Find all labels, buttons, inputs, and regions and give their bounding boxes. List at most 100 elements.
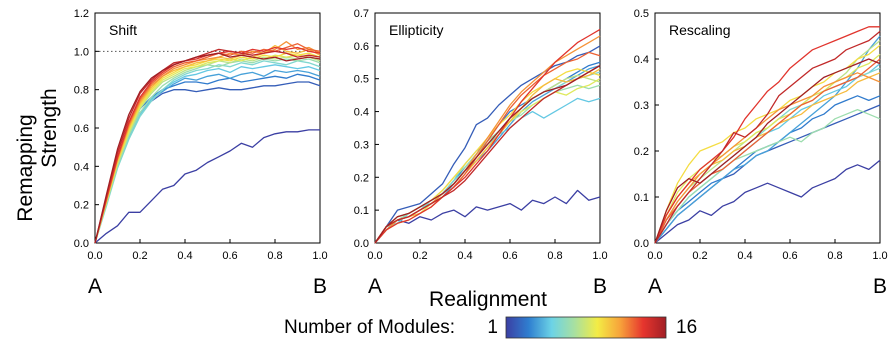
y-tick-label: 0.2: [354, 172, 369, 184]
series-line-modules-11: [374, 68, 601, 244]
start-label: A: [648, 275, 662, 298]
series-line-modules-9: [374, 78, 601, 244]
series-line-modules-10: [654, 44, 881, 244]
series-line-modules-12: [94, 41, 321, 244]
series-line-modules-3: [94, 73, 321, 244]
y-tick-label: 0.5: [634, 8, 649, 20]
series-line-modules-12: [374, 35, 601, 244]
panel-title: Rescaling: [669, 22, 730, 38]
x-tick-label: 0.0: [87, 250, 102, 262]
x-tick-label: 0.2: [132, 250, 147, 262]
series-line-modules-5: [374, 97, 601, 244]
y-axis-label-line1: Remapping: [14, 114, 37, 221]
series-line-modules-9: [94, 54, 321, 244]
x-tick-label: 0.4: [177, 250, 192, 262]
end-label: B: [313, 275, 327, 298]
x-tick-label: 0.0: [367, 250, 382, 262]
series-line-modules-16: [654, 58, 881, 244]
series-line-modules-8: [94, 56, 321, 244]
x-tick-label: 0.4: [737, 250, 752, 262]
series-line-modules-8: [374, 74, 601, 244]
x-tick-label: 0.8: [267, 250, 282, 262]
y-tick-label: 0.3: [354, 139, 369, 151]
series-line-modules-6: [654, 67, 881, 244]
colorbar-min-label: 1: [487, 317, 498, 338]
series-line-modules-1: [374, 189, 601, 244]
x-tick-label: 0.8: [827, 250, 842, 262]
end-label: B: [593, 275, 607, 298]
series-line-modules-16: [94, 52, 321, 244]
x-tick-label: 0.4: [457, 250, 472, 262]
colorbar-label: Number of Modules:: [284, 317, 455, 338]
x-tick-label: 0.0: [647, 250, 662, 262]
y-tick-label: 0.1: [634, 192, 649, 204]
y-tick-label: 0.0: [74, 238, 89, 250]
series-line-modules-15: [94, 48, 321, 244]
chart-panels: 0.0 0.2 0.4 0.6 0.8 1.0 1.2 0.0 0.2 0.4 0.6 0.8 1.0 S…: [74, 8, 888, 298]
series-line-modules-4: [654, 35, 881, 244]
x-tick-label: 0.2: [692, 250, 707, 262]
series-line-modules-13: [654, 58, 881, 244]
series-line-modules-12: [654, 72, 881, 244]
y-tick-label: 0.8: [74, 85, 89, 97]
x-tick-label: 0.6: [222, 250, 237, 262]
x-tick-label: 1.0: [312, 250, 327, 262]
x-tick-label: 0.8: [547, 250, 562, 262]
series-line-modules-14: [654, 26, 880, 244]
x-tick-label: 0.6: [502, 250, 517, 262]
series-line-modules-1: [94, 129, 320, 244]
series-line-modules-7: [94, 58, 321, 244]
y-axis-label-line2: Strength: [38, 88, 61, 167]
colorbar: Number of Modules: 1 16: [284, 316, 697, 339]
panel-ellipticity: 0.0 0.1 0.2 0.3 0.4 0.5 0.6 0.7 0.0 0.2 0.4 0.6 0.8 1…: [354, 8, 608, 298]
series-line-modules-10: [94, 52, 321, 244]
plot-frame: [374, 12, 601, 244]
series-line-modules-11: [654, 72, 881, 244]
plot-frame: [654, 12, 881, 244]
series-line-modules-15: [654, 30, 881, 244]
series-line-modules-4: [94, 69, 321, 244]
x-tick-label: 1.0: [872, 250, 887, 262]
end-label: B: [873, 275, 887, 298]
panel-title: Shift: [109, 22, 137, 38]
colorbar-max-label: 16: [676, 317, 697, 338]
series-line-modules-16: [374, 65, 601, 244]
x-tick-label: 0.6: [782, 250, 797, 262]
colorbar-gradient: [505, 316, 667, 339]
series-line-modules-2: [374, 45, 601, 244]
x-axis-label: Realignment: [429, 288, 547, 311]
y-tick-label: 1.0: [74, 46, 89, 58]
y-tick-label: 0.6: [354, 41, 369, 53]
panel-shift: 0.0 0.2 0.4 0.6 0.8 1.0 1.2 0.0 0.2 0.4 0.6 0.8 1.0 S…: [74, 8, 328, 298]
y-tick-label: 0.2: [74, 200, 89, 212]
y-tick-label: 0.7: [354, 8, 369, 20]
x-tick-label: 1.0: [592, 250, 607, 262]
series-line-modules-8: [654, 40, 881, 244]
y-tick-label: 0.0: [634, 238, 649, 250]
panel-rescaling: 0.0 0.1 0.2 0.3 0.4 0.5 0.0 0.2 0.4 0.6 0.8 1.0 Resc…: [634, 8, 888, 298]
panel-title: Ellipticity: [389, 22, 443, 38]
y-tick-label: 0.4: [634, 54, 649, 66]
series-line-modules-15: [374, 65, 601, 244]
y-tick-label: 1.2: [74, 8, 89, 20]
y-tick-label: 0.5: [354, 74, 369, 86]
series-line-modules-7: [654, 108, 881, 244]
y-tick-label: 0.6: [74, 123, 89, 135]
series-line-modules-5: [94, 64, 321, 244]
series-line-modules-3: [374, 61, 601, 244]
series-line-modules-14: [374, 28, 601, 244]
series-line-modules-11: [94, 44, 321, 244]
start-label: A: [88, 275, 102, 298]
y-tick-label: 0.3: [634, 100, 649, 112]
y-tick-label: 0.1: [354, 205, 369, 217]
y-tick-label: 0.4: [354, 107, 369, 119]
y-tick-label: 0.0: [354, 238, 369, 250]
y-tick-label: 0.4: [74, 161, 89, 173]
series-line-modules-6: [94, 60, 321, 244]
series-line-modules-1: [654, 159, 881, 244]
x-tick-label: 0.2: [412, 250, 427, 262]
start-label: A: [368, 275, 382, 298]
y-tick-label: 0.2: [634, 146, 649, 158]
series-line-modules-2: [654, 104, 881, 244]
